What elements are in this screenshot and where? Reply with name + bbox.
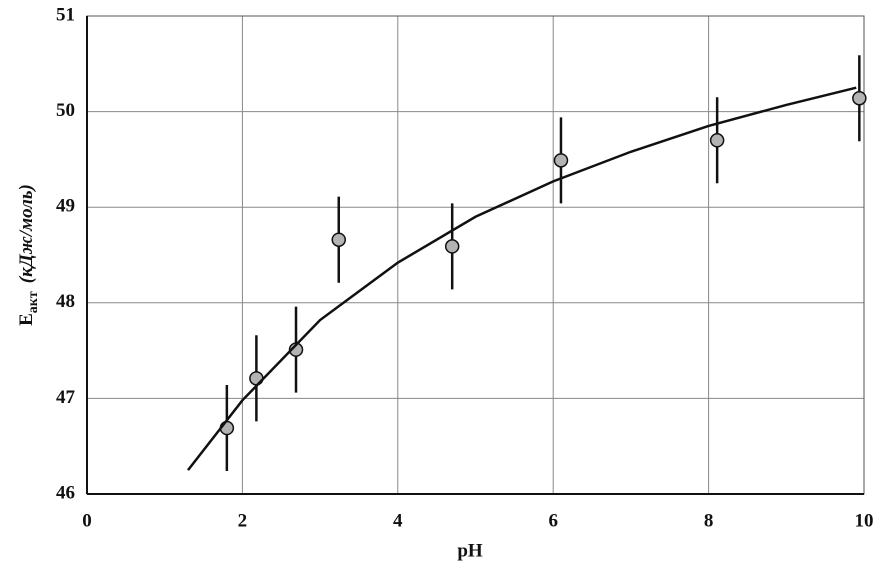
data-point bbox=[709, 133, 725, 148]
x-tick-label: 2 bbox=[238, 510, 248, 531]
y-tick-label: 50 bbox=[56, 100, 75, 121]
x-tick-label: 4 bbox=[393, 510, 403, 531]
y-label-unit: (кДж/моль) bbox=[16, 184, 37, 283]
data-point bbox=[852, 90, 867, 106]
y-tick-label: 46 bbox=[56, 482, 75, 503]
y-tick-label: 47 bbox=[56, 387, 76, 408]
y-tick-label: 49 bbox=[56, 196, 75, 217]
plot-frame bbox=[86, 15, 865, 495]
y-label-subscript: акт bbox=[26, 291, 41, 313]
x-tick-label: 10 bbox=[855, 510, 874, 531]
y-axis-label: Eакт (кДж/моль) bbox=[16, 184, 41, 326]
x-tick-label: 8 bbox=[704, 510, 714, 531]
data-point bbox=[444, 239, 460, 254]
data-point bbox=[553, 153, 569, 168]
x-tick-label: 6 bbox=[548, 510, 558, 531]
fit-curve bbox=[187, 86, 857, 471]
y-tick-label: 48 bbox=[56, 291, 75, 312]
x-axis-label: pH bbox=[457, 540, 483, 561]
data-point bbox=[331, 232, 346, 247]
y-label-symbol: E bbox=[16, 313, 37, 326]
x-tick-label: 0 bbox=[82, 510, 92, 531]
y-tick-label: 51 bbox=[56, 4, 75, 25]
